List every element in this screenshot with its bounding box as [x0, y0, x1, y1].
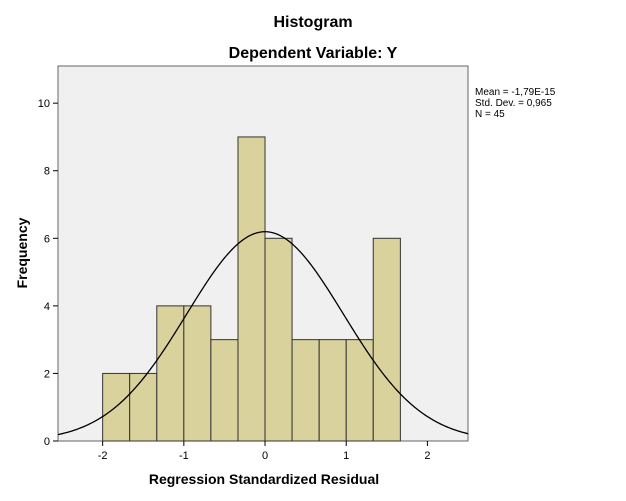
bar-5: [237, 136, 266, 442]
bar-4: [210, 339, 239, 442]
bar-10: [372, 237, 401, 442]
axes: -2 -1 0 1 2 0 2 4 6 8 10: [38, 98, 431, 462]
bar-7: [291, 339, 320, 442]
y-tick-label: 6: [44, 233, 50, 245]
histogram-bars: [102, 136, 401, 442]
x-tick-label: 1: [343, 450, 349, 462]
y-tick-label: 0: [44, 436, 50, 448]
chart-subtitle: Dependent Variable: Y: [229, 45, 398, 62]
y-tick-label: 2: [44, 368, 50, 380]
bar-3: [183, 305, 212, 442]
normal-curve: [57, 231, 469, 436]
chart-title: Histogram: [273, 14, 352, 31]
y-tick-label: 4: [44, 301, 50, 313]
bar-6: [264, 237, 293, 442]
x-tick-label: -2: [98, 450, 108, 462]
statistics-legend: Mean = -1,79E-15 Std. Dev. = 0,965 N = 4…: [475, 87, 556, 120]
bar-8: [318, 339, 347, 442]
stat-n: N = 45: [475, 109, 505, 120]
y-tick-label: 10: [38, 98, 50, 110]
y-axis-title: Frequency: [14, 217, 30, 288]
x-tick-label: -1: [179, 450, 189, 462]
x-tick-label: 2: [424, 450, 430, 462]
x-tick-label: 0: [262, 450, 268, 462]
stat-mean: Mean = -1,79E-15: [475, 87, 556, 98]
bar-1: [129, 372, 158, 442]
stat-std-dev: Std. Dev. = 0,965: [475, 98, 552, 109]
x-axis-title: Regression Standardized Residual: [149, 471, 379, 487]
y-tick-label: 8: [44, 166, 50, 178]
